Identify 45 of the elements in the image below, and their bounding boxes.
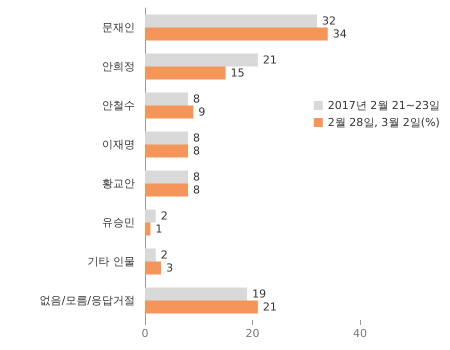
data-label: 9: [198, 106, 206, 118]
bar: [145, 170, 188, 184]
y-tick-label: 문재인: [102, 21, 135, 34]
y-tick-label: 없음/모름/응답거절: [40, 294, 135, 307]
bar: [145, 262, 162, 274]
bar: [145, 54, 258, 66]
bar: [145, 248, 156, 262]
data-label: 8: [193, 132, 200, 144]
data-label: 3: [166, 262, 174, 274]
bar: [145, 210, 156, 222]
bar: [145, 300, 258, 314]
bar: [145, 106, 194, 118]
y-tick-label: 이재명: [102, 138, 135, 151]
data-label: 2: [160, 210, 168, 222]
y-tick-label: 기타 인물: [88, 255, 135, 268]
bar: [145, 184, 188, 196]
data-label: 2: [160, 248, 168, 262]
data-label: 32: [322, 14, 336, 28]
bar: [145, 288, 248, 300]
y-tick-label: 유승민: [102, 216, 135, 229]
data-label: 8: [193, 92, 200, 106]
x-tick-label: 0: [142, 327, 148, 340]
data-label: 21: [262, 54, 277, 66]
legend-label: 2월 28일, 3월 2일(%): [328, 116, 440, 129]
x-tick-label: 20: [246, 327, 260, 340]
data-label: 8: [193, 170, 200, 184]
y-tick-label: 안철수: [102, 99, 135, 112]
y-tick-label: 안희정: [102, 60, 135, 73]
bar: [145, 14, 317, 28]
bar: [145, 66, 226, 80]
data-label: 34: [332, 28, 347, 40]
data-label: 15: [230, 66, 245, 80]
bar: [145, 92, 188, 106]
data-label: 21: [262, 300, 277, 314]
bar: [145, 28, 328, 40]
data-label: 8: [193, 184, 200, 196]
bar: [145, 144, 188, 158]
x-tick-label: 40: [353, 327, 367, 340]
legend-label: 2017년 2월 21~23일: [328, 99, 440, 112]
data-label: 19: [252, 288, 266, 300]
y-tick-label: 황교안: [102, 177, 135, 190]
bar: [145, 132, 188, 144]
bar: [145, 222, 150, 236]
data-label: 1: [155, 222, 162, 236]
data-label: 8: [193, 144, 200, 158]
